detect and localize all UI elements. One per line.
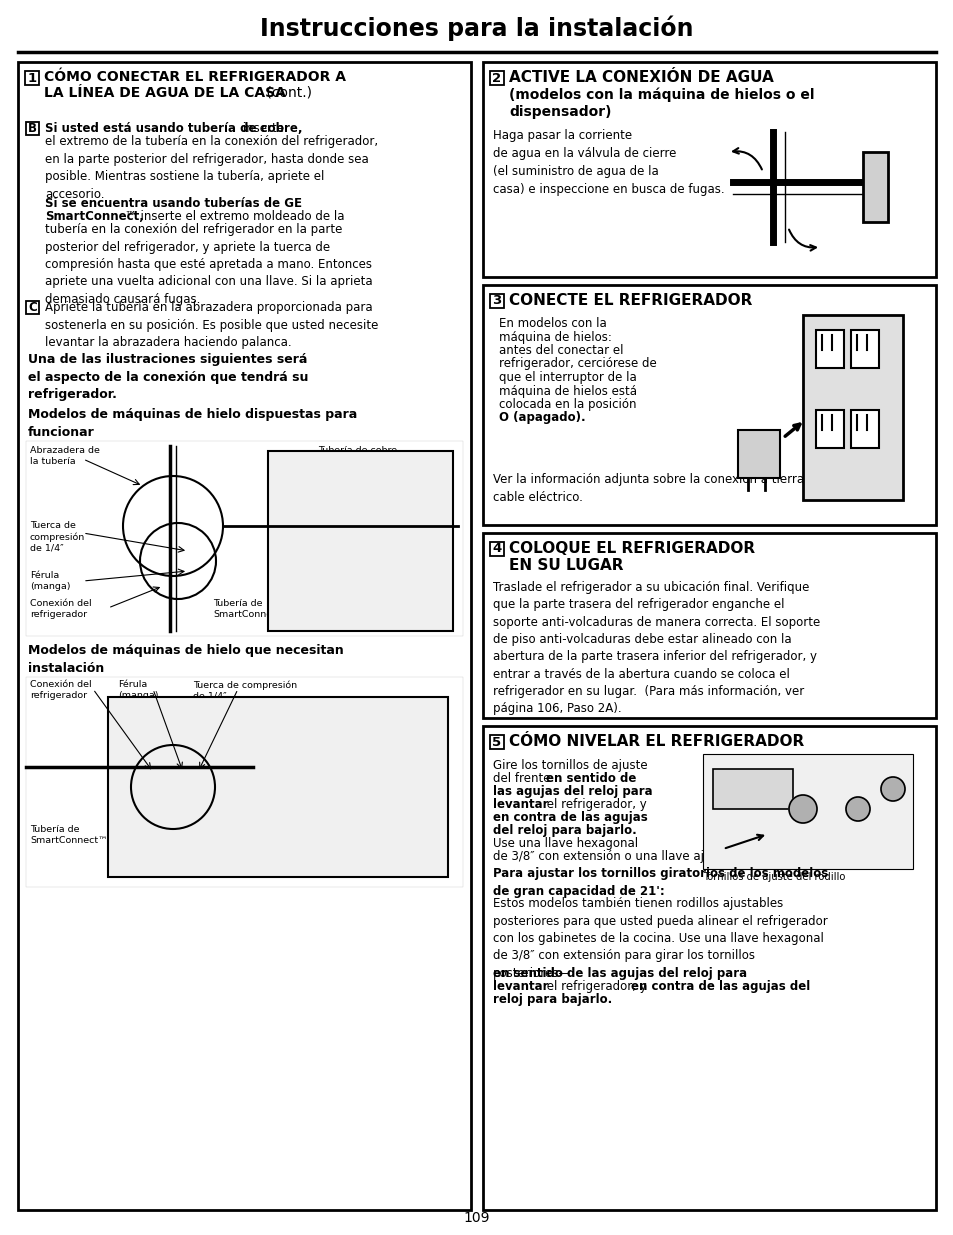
- Text: Conexión del
refrigerador: Conexión del refrigerador: [30, 680, 91, 700]
- Bar: [815, 330, 843, 368]
- Text: (cont.): (cont.): [262, 86, 312, 100]
- Bar: [862, 152, 887, 222]
- Text: Si se encuentra usando tuberías de GE: Si se encuentra usando tuberías de GE: [45, 198, 302, 210]
- Text: levantar: levantar: [493, 981, 548, 993]
- Text: Modelos de máquinas de hielo que necesitan
instalación: Modelos de máquinas de hielo que necesit…: [28, 643, 343, 674]
- Text: Instrucciones para la instalación: Instrucciones para la instalación: [260, 15, 693, 41]
- Text: antes del conectar el: antes del conectar el: [498, 345, 623, 357]
- Text: CONECTE EL REFRIGERADOR: CONECTE EL REFRIGERADOR: [509, 293, 752, 308]
- Text: en contra de las agujas del: en contra de las agujas del: [630, 981, 809, 993]
- Text: C: C: [28, 301, 37, 314]
- Text: Tubería de
SmartConnect™: Tubería de SmartConnect™: [30, 825, 108, 845]
- Text: de 3/8″ con extensión o una llave ajustable.: de 3/8″ con extensión o una llave ajusta…: [493, 850, 751, 863]
- Bar: [26, 677, 462, 887]
- Text: 2: 2: [492, 72, 501, 84]
- Text: Abrazadera de
la tubería: Abrazadera de la tubería: [30, 446, 100, 466]
- Text: Férula
(manga): Férula (manga): [118, 680, 158, 700]
- Text: Una de las ilustraciones siguientes será
el aspecto de la conexión que tendrá su: Una de las ilustraciones siguientes será…: [28, 353, 308, 401]
- Text: del frente: del frente: [493, 772, 554, 785]
- Bar: [815, 410, 843, 448]
- Text: 109: 109: [463, 1212, 490, 1225]
- Bar: [26, 122, 39, 135]
- Text: dispensador): dispensador): [509, 105, 611, 119]
- Text: máquina de hielos:: máquina de hielos:: [498, 331, 611, 343]
- Text: SmartConnect,: SmartConnect,: [45, 210, 144, 224]
- Text: 4: 4: [492, 542, 501, 556]
- Text: Férula
(manga): Férula (manga): [30, 571, 71, 592]
- Text: Modelos de máquinas de hielo dispuestas para
funcionar: Modelos de máquinas de hielo dispuestas …: [28, 408, 356, 438]
- Bar: [490, 294, 503, 308]
- Bar: [802, 315, 902, 500]
- Bar: [482, 285, 935, 525]
- Bar: [108, 697, 448, 877]
- Bar: [482, 534, 935, 718]
- Bar: [738, 430, 780, 478]
- Text: refrigerador, cerciórese de: refrigerador, cerciórese de: [498, 357, 656, 370]
- Text: CÓMO NIVELAR EL REFRIGERADOR: CÓMO NIVELAR EL REFRIGERADOR: [509, 734, 803, 748]
- Circle shape: [788, 795, 816, 823]
- Text: que el interruptor de la: que el interruptor de la: [498, 370, 636, 384]
- Text: Traslade el refrigerador a su ubicación final. Verifique
que la parte trasera de: Traslade el refrigerador a su ubicación …: [493, 580, 820, 715]
- Bar: [490, 735, 503, 748]
- Text: reloj para bajarlo.: reloj para bajarlo.: [493, 993, 612, 1007]
- Text: Estos modelos también tienen rodillos ajustables
posteriores para que usted pued: Estos modelos también tienen rodillos aj…: [493, 897, 827, 981]
- Text: del reloj para bajarlo.: del reloj para bajarlo.: [493, 824, 636, 837]
- Text: el extremo de la tubería en la conexión del refrigerador,
en la parte posterior : el extremo de la tubería en la conexión …: [45, 135, 377, 200]
- Bar: [26, 441, 462, 636]
- Text: LA LÍNEA DE AGUA DE LA CASA: LA LÍNEA DE AGUA DE LA CASA: [44, 86, 286, 100]
- Bar: [482, 726, 935, 1210]
- Text: COLOQUE EL REFRIGERADOR: COLOQUE EL REFRIGERADOR: [509, 541, 755, 556]
- Text: Tuerca de compresión
de 1/4″: Tuerca de compresión de 1/4″: [193, 680, 296, 700]
- Text: en sentido de las agujas del reloj para: en sentido de las agujas del reloj para: [493, 967, 746, 981]
- Text: Abrazadera
de la tubería: Abrazadera de la tubería: [218, 847, 278, 867]
- Bar: [26, 301, 39, 314]
- Text: Gire los tornillos de ajuste: Gire los tornillos de ajuste: [493, 760, 647, 772]
- Text: el refrigerador, y: el refrigerador, y: [542, 981, 650, 993]
- Text: el refrigerador, y: el refrigerador, y: [542, 798, 646, 811]
- Text: Tubería de
SmartConnect™: Tubería de SmartConnect™: [213, 599, 291, 619]
- Text: Para ajustar los tornillos giratorios de los modelos
de gran capacidad de 21':: Para ajustar los tornillos giratorios de…: [493, 867, 827, 898]
- Text: en sentido de: en sentido de: [545, 772, 636, 785]
- Text: las agujas del reloj para: las agujas del reloj para: [493, 785, 652, 798]
- Bar: [712, 769, 792, 809]
- Text: Tuerca de
compresión
de 1/4″: Tuerca de compresión de 1/4″: [30, 521, 85, 553]
- Bar: [482, 62, 935, 277]
- Text: Tubería de 1/4″: Tubería de 1/4″: [337, 837, 409, 846]
- Bar: [268, 451, 453, 631]
- Text: CÓMO CONECTAR EL REFRIGERADOR A: CÓMO CONECTAR EL REFRIGERADOR A: [44, 70, 346, 84]
- Bar: [490, 70, 503, 85]
- Circle shape: [845, 797, 869, 821]
- Bar: [850, 410, 878, 448]
- Text: Si usted está usando tubería de cobre,: Si usted está usando tubería de cobre,: [45, 122, 302, 135]
- Text: 1: 1: [28, 72, 36, 84]
- Text: Haga pasar la corriente
de agua en la válvula de cierre
(el suministro de agua d: Haga pasar la corriente de agua en la vá…: [493, 128, 724, 196]
- Text: tubería en la conexión del refrigerador en la parte
posterior del refrigerador, : tubería en la conexión del refrigerador …: [45, 224, 373, 306]
- Circle shape: [880, 777, 904, 802]
- Text: EN SU LUGAR: EN SU LUGAR: [509, 558, 623, 573]
- Text: Apriete la tubería en la abrazadera proporcionada para
sostenerla en su posición: Apriete la tubería en la abrazadera prop…: [45, 301, 378, 350]
- Text: ™ inserte el extremo moldeado de la: ™ inserte el extremo moldeado de la: [125, 210, 344, 224]
- Bar: [490, 542, 503, 556]
- Text: Use una llave hexagonal: Use una llave hexagonal: [493, 837, 638, 850]
- Text: En modelos con la: En modelos con la: [498, 317, 606, 330]
- Bar: [702, 755, 912, 869]
- Text: 5: 5: [492, 736, 501, 748]
- Text: B: B: [28, 122, 37, 135]
- Text: Tornillos de ajuste del rodillo: Tornillos de ajuste del rodillo: [702, 872, 844, 882]
- Text: Ver la información adjunta sobre la conexión a tierra del
cable eléctrico.: Ver la información adjunta sobre la cone…: [493, 473, 825, 504]
- Text: Tubería de cobre
de 1/4″: Tubería de cobre de 1/4″: [317, 446, 396, 466]
- Bar: [25, 70, 39, 85]
- Bar: [850, 330, 878, 368]
- Text: en contra de las agujas: en contra de las agujas: [493, 811, 647, 824]
- Text: 3: 3: [492, 294, 501, 308]
- Text: ACTIVE LA CONEXIÓN DE AGUA: ACTIVE LA CONEXIÓN DE AGUA: [509, 70, 773, 85]
- Text: máquina de hielos está: máquina de hielos está: [498, 384, 637, 398]
- Text: O (apagado).: O (apagado).: [498, 411, 585, 425]
- Text: colocada en la posición: colocada en la posición: [498, 398, 636, 411]
- Bar: [18, 62, 471, 1210]
- Text: Conexión del
refrigerador: Conexión del refrigerador: [30, 599, 91, 619]
- Text: levantar: levantar: [493, 798, 548, 811]
- Text: (modelos con la máquina de hielos o el: (modelos con la máquina de hielos o el: [509, 88, 814, 103]
- Text: inserte: inserte: [239, 122, 284, 135]
